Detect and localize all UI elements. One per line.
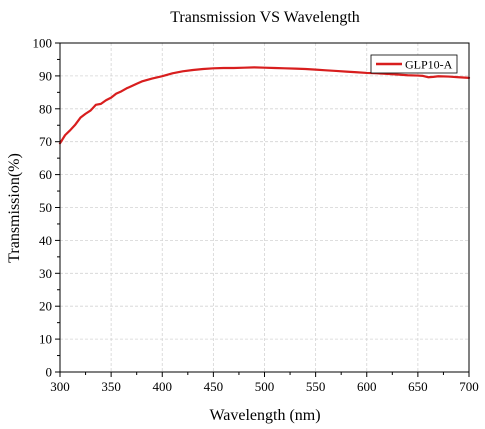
y-tick-label: 20	[39, 299, 52, 314]
x-tick-label: 550	[306, 379, 326, 394]
y-tick-label: 90	[39, 68, 52, 83]
y-tick-label: 40	[39, 233, 52, 248]
y-tick-label: 60	[39, 167, 52, 182]
y-tick-label: 50	[39, 200, 52, 215]
series-layer	[58, 66, 471, 145]
y-tick-label: 30	[39, 266, 52, 281]
series-line-0	[58, 66, 471, 145]
x-axis-title: Wavelength (nm)	[209, 407, 320, 424]
x-axis: 300 350 400 450 500 550 600 650 700	[50, 372, 479, 394]
y-tick-label: 0	[46, 365, 53, 380]
y-tick-label: 10	[39, 332, 52, 347]
legend-label: GLP10-A	[405, 58, 453, 72]
x-tick-label: 650	[408, 379, 428, 394]
x-tick-label: 400	[153, 379, 173, 394]
chart-title: Transmission VS Wavelength	[170, 9, 360, 26]
y-tick-label: 70	[39, 134, 52, 149]
x-tick-label: 350	[101, 379, 121, 394]
x-tick-label: 450	[204, 379, 224, 394]
x-tick-label: 600	[357, 379, 377, 394]
y-tick-label: 100	[33, 36, 53, 51]
y-tick-label: 80	[39, 101, 52, 116]
y-axis: 0 10 20 30 40 50 60 70 80 90 100	[33, 36, 60, 380]
legend: GLP10-A	[370, 54, 458, 74]
x-tick-label: 700	[459, 379, 479, 394]
x-tick-label: 300	[50, 379, 70, 394]
legend-box	[370, 54, 458, 74]
y-axis-title: Transmission(%)	[6, 153, 23, 263]
x-tick-label: 500	[255, 379, 275, 394]
